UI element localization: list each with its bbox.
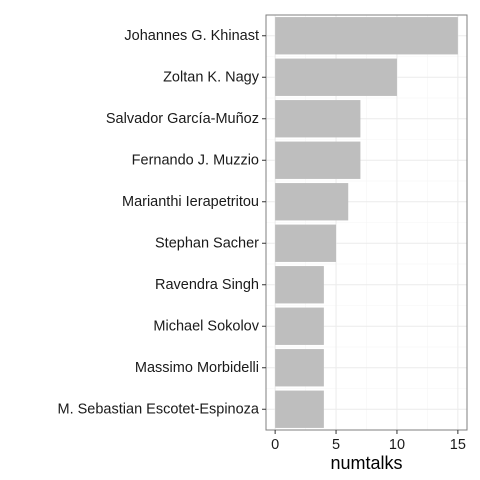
y-tick-label: Marianthi Ierapetritou [122, 194, 259, 210]
x-tick-label: 5 [332, 437, 340, 453]
x-axis: 0 5 10 15 [271, 430, 466, 453]
y-tick-label: Massimo Morbidelli [135, 360, 259, 376]
y-tick-label: Zoltan K. Nagy [163, 69, 260, 85]
y-tick-label: Michael Sokolov [153, 318, 259, 334]
bar [275, 17, 458, 55]
x-axis-title: numtalks [330, 453, 402, 473]
bar [275, 183, 349, 221]
y-tick-label: Johannes G. Khinast [124, 28, 259, 44]
panel-border [265, 14, 468, 431]
bar [275, 100, 361, 138]
y-tick-label: Ravendra Singh [155, 277, 259, 293]
bar [275, 390, 324, 428]
y-tick-label: M. Sebastian Escotet-Espinoza [58, 401, 260, 417]
y-tick-label: Stephan Sacher [155, 235, 259, 251]
y-tick-label: Salvador García-Muñoz [106, 111, 259, 127]
bar [275, 58, 397, 96]
x-tick-label: 10 [389, 437, 405, 453]
bar [275, 349, 324, 387]
bar [275, 307, 324, 345]
bars [275, 17, 458, 428]
grid [266, 15, 467, 430]
x-tick-label: 15 [450, 437, 466, 453]
y-tick-label: Fernando J. Muzzio [132, 152, 259, 168]
bar [275, 224, 337, 262]
bar [275, 266, 324, 304]
x-tick-label: 0 [271, 437, 279, 453]
bar [275, 141, 361, 179]
y-axis: Johannes G. Khinast Zoltan K. Nagy Salvado… [58, 28, 266, 417]
